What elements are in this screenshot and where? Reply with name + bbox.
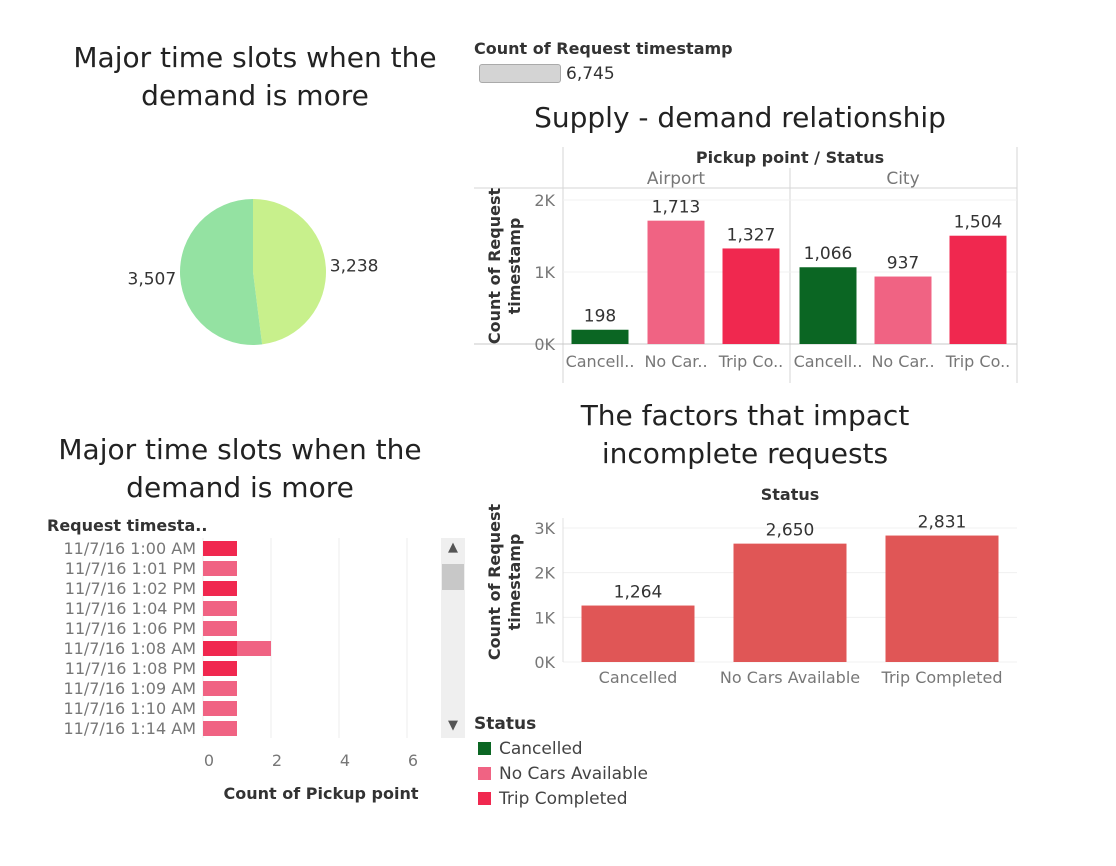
pie-chart: 3,238 3,507 [128, 199, 379, 345]
bar [203, 721, 237, 736]
bar-value-label: 1,264 [614, 583, 663, 603]
pie-slice-label: 3,507 [128, 269, 177, 289]
row-label: 11/7/16 1:08 PM [65, 659, 196, 678]
bar-value-label: 2,650 [766, 521, 815, 541]
x-tick-label: 4 [340, 751, 350, 770]
bar [647, 220, 705, 344]
size-legend-bar [479, 64, 561, 83]
vertical-scrollbar[interactable]: ▲ ▼ [441, 538, 465, 738]
bar [203, 661, 237, 676]
y-tick-label: 1K [534, 608, 555, 627]
row-label: 11/7/16 1:10 AM [63, 699, 196, 718]
size-legend-value: 6,745 [566, 64, 615, 84]
y-axis-label: Count of Request [485, 188, 504, 345]
y-tick-label: 0K [534, 653, 555, 672]
factors-chart-title: The factors that impact incomplete reque… [580, 399, 910, 470]
row-label: 11/7/16 1:04 PM [65, 599, 196, 618]
x-tick-label: Cancell.. [566, 352, 635, 371]
x-tick-label: Cancell.. [794, 352, 863, 371]
scroll-down-icon[interactable]: ▼ [448, 718, 458, 733]
bar [733, 543, 847, 662]
bar [203, 641, 237, 656]
size-legend-title: Count of Request timestamp [474, 39, 733, 58]
y-tick-label: 3K [534, 519, 555, 538]
bar-value-label: 1,066 [804, 244, 853, 264]
bar-value-label: 198 [584, 307, 616, 327]
y-axis-label: timestamp [505, 218, 524, 315]
x-tick-label: No Car.. [644, 352, 707, 371]
legend-swatch [478, 792, 491, 805]
pie-slice-label: 3,238 [330, 257, 379, 277]
legend-swatch [478, 742, 491, 755]
group-label: Airport [647, 169, 706, 189]
bar [203, 601, 237, 616]
pie-slice [180, 199, 263, 345]
x-tick-label: Trip Completed [881, 668, 1003, 687]
x-tick-label: Cancelled [599, 668, 678, 687]
row-label: 11/7/16 1:00 AM [63, 539, 196, 558]
row-label: 11/7/16 1:14 AM [63, 719, 196, 738]
bar-value-label: 937 [887, 254, 919, 274]
bar [203, 621, 237, 636]
scroll-up-icon[interactable]: ▲ [448, 540, 458, 555]
bar-value-label: 1,504 [954, 213, 1003, 233]
x-tick-label: 6 [408, 751, 418, 770]
legend-label: Cancelled [499, 739, 583, 759]
bar [203, 681, 237, 696]
chart-header: Pickup point / Status [696, 148, 884, 167]
bar [949, 235, 1007, 344]
bar [571, 329, 629, 344]
bar [203, 541, 237, 556]
y-tick-label: 0K [534, 335, 555, 354]
bar [722, 248, 780, 344]
bar [203, 581, 237, 596]
y-tick-label: 2K [534, 191, 555, 210]
supply-demand-chart: Pickup point / Status Airport City 0K 1K 2K Co… [474, 147, 1018, 383]
bar [581, 605, 695, 662]
bar [237, 641, 271, 656]
legend-swatch [478, 767, 491, 780]
bar [203, 701, 237, 716]
x-tick-label: No Car.. [871, 352, 934, 371]
bar-value-label: 1,327 [727, 225, 776, 245]
row-header: Request timesta.. [47, 516, 208, 535]
y-tick-label: 2K [534, 564, 555, 583]
x-tick-label: No Cars Available [720, 668, 860, 687]
x-tick-label: 2 [272, 751, 282, 770]
y-tick-label: 1K [534, 263, 555, 282]
row-label: 11/7/16 1:06 PM [65, 619, 196, 638]
bar-chart-title: Major time slots when the demand is more [58, 433, 422, 504]
bar [874, 276, 932, 344]
legend-label: Trip Completed [499, 789, 628, 809]
x-tick-label: Trip Co.. [718, 352, 784, 371]
bar [885, 535, 999, 662]
factors-chart: Status 0K 1K 2K 3K Count of Request timestamp 1… [485, 485, 1017, 687]
row-label: 11/7/16 1:09 AM [63, 679, 196, 698]
chart-header: Status [761, 485, 820, 504]
bar [203, 561, 237, 576]
legend-label: No Cars Available [499, 764, 649, 784]
bar-value-label: 2,831 [918, 513, 967, 533]
x-axis-label: Count of Pickup point [224, 784, 419, 803]
y-axis-label: Count of Request [485, 504, 504, 661]
y-axis-label: timestamp [505, 534, 524, 631]
scroll-thumb[interactable] [442, 564, 464, 590]
group-label: City [886, 169, 919, 189]
x-tick-label: 0 [204, 751, 214, 770]
color-legend-title: Status [474, 714, 537, 734]
row-label: 11/7/16 1:08 AM [63, 639, 196, 658]
row-label: 11/7/16 1:01 PM [65, 559, 196, 578]
supply-chart-title: Supply - demand relationship [534, 101, 946, 134]
bar-value-label: 1,713 [652, 198, 701, 218]
x-tick-label: Trip Co.. [945, 352, 1011, 371]
bar [799, 267, 857, 344]
pie-slice [253, 199, 327, 345]
pie-chart-title: Major time slots when the demand is more [73, 41, 437, 112]
row-label: 11/7/16 1:02 PM [65, 579, 196, 598]
